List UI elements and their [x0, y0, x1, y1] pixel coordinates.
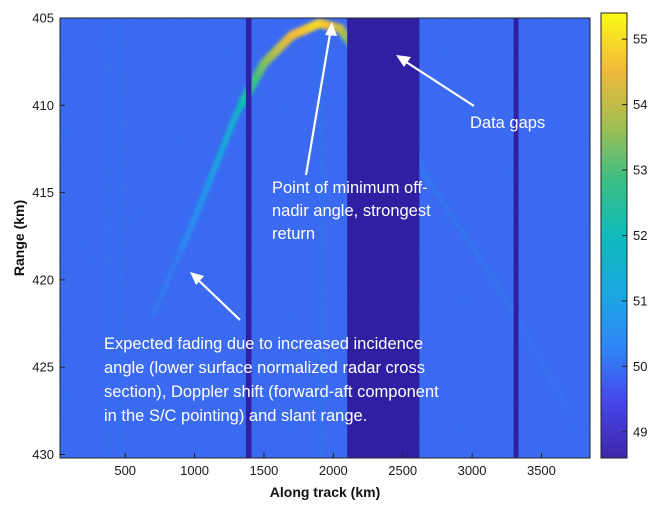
- colorbar: 49 50 51 52 53 54 55: [600, 12, 647, 459]
- faint-vertical-lines: [107, 18, 324, 458]
- echo-arc-segment: [477, 255, 488, 270]
- echo-arc-segment: [490, 276, 502, 291]
- echo-arc-segment: [560, 396, 572, 413]
- echo-arc-segment: [428, 181, 440, 197]
- y-tick-label: 420: [32, 272, 54, 287]
- arrow-fading: [190, 272, 241, 321]
- y-tick-label: 405: [32, 11, 54, 26]
- echo-arc-segment: [518, 323, 530, 340]
- echo-arc-segment: [463, 234, 475, 249]
- echo-arc-segment: [525, 335, 537, 352]
- x-tick-label: 500: [114, 463, 136, 478]
- x-axis: 500 1000 1500 2000 2500 3000 3500: [114, 453, 556, 478]
- plot-frame: [59, 17, 591, 459]
- colorbar-tick-label: 54: [633, 97, 647, 112]
- echo-arc-segment: [483, 265, 495, 281]
- annotation-fading: Expected fading due to increased inciden…: [104, 335, 443, 425]
- y-tick-label: 425: [32, 360, 54, 375]
- arrow-min-off-nadir: [304, 22, 337, 176]
- colorbar-tick-label: 50: [633, 359, 647, 374]
- echo-arc-segment: [470, 244, 482, 260]
- echo-arc-segment: [442, 202, 454, 218]
- annotation-min-off-nadir: Point of minimum off- nadir angle, stron…: [272, 179, 435, 243]
- annotation-data-gaps: Data gaps: [470, 114, 545, 132]
- colorbar-tick-label: 51: [633, 293, 647, 308]
- y-tick-label: 415: [32, 185, 54, 200]
- colorbar-tick-label: 55: [633, 32, 647, 47]
- colorbar-tick-label: 49: [633, 424, 647, 439]
- x-tick-label: 3500: [527, 463, 556, 478]
- x-axis-label: Along track (km): [270, 484, 380, 500]
- heatmap: [59, 17, 591, 459]
- colorbar-tick-label: 53: [633, 163, 647, 178]
- arrow-data-gaps: [396, 55, 475, 107]
- y-tick-label: 430: [32, 447, 54, 462]
- data-gap: [347, 18, 420, 458]
- x-tick-label: 1500: [249, 463, 278, 478]
- echo-arc-segment: [449, 213, 461, 228]
- x-tick-label: 3000: [458, 463, 487, 478]
- x-tick-label: 2500: [388, 463, 417, 478]
- echo-arc-segment: [539, 359, 551, 377]
- echo-arc-segment: [456, 223, 468, 239]
- data-gap: [513, 18, 519, 458]
- x-tick-label: 1000: [180, 463, 209, 478]
- echo-arc-segment: [435, 192, 447, 207]
- data-gap: [245, 18, 252, 458]
- annotation-layer: Data gaps Point of minimum off- nadir an…: [104, 22, 545, 425]
- y-axis: 405 410 415 420 425 430: [32, 11, 65, 462]
- speckle-noise: [60, 18, 590, 458]
- y-tick-label: 410: [32, 98, 54, 113]
- y-axis-label: Range (km): [11, 200, 27, 276]
- echo-arc-segment: [504, 298, 516, 316]
- colorbar-ticks: 49 50 51 52 53 54 55: [622, 32, 647, 439]
- data-gaps: [245, 18, 519, 458]
- colorbar-tick-label: 52: [633, 228, 647, 243]
- x-tick-label: 2000: [319, 463, 348, 478]
- echo-arc-segment: [546, 372, 558, 389]
- echo-arc-segment: [553, 384, 565, 401]
- echo-arc-segment: [497, 286, 509, 303]
- echo-arc-segment: [532, 347, 544, 364]
